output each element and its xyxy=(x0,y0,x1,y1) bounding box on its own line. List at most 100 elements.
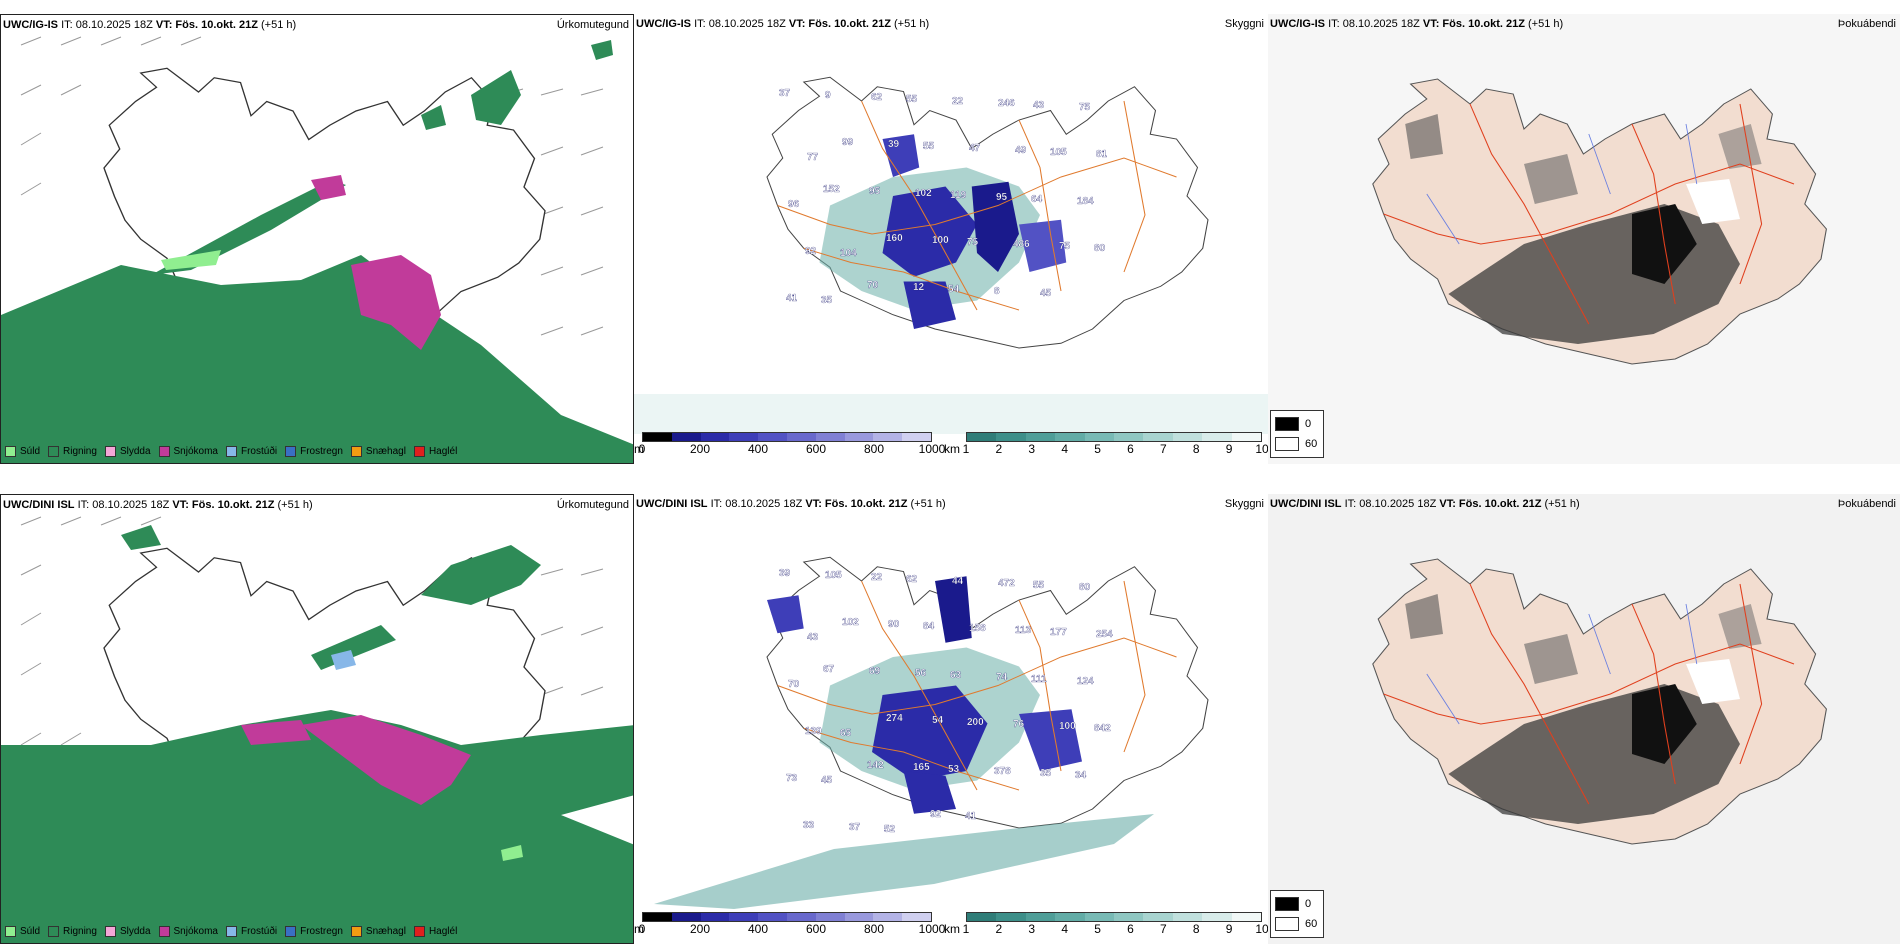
colorbar-tick-label: 8 xyxy=(1192,442,1200,456)
colorbar-segment xyxy=(700,913,730,921)
cloud-base-value: 139 xyxy=(805,726,822,737)
cloud-base-value: 39 xyxy=(888,139,900,150)
colorbar-segment xyxy=(729,913,759,921)
cloud-base-value: 55 xyxy=(906,94,918,105)
cloud-base-colorbar-top: m 0 200 400 600 800 1000 xyxy=(634,432,945,462)
cloud-base-value: 34 xyxy=(1075,770,1087,781)
visibility-colorbar-bottom: km 1 2 3 4 5 6 7 8 9 10 xyxy=(944,912,1268,942)
cloud-base-value: 35 xyxy=(821,295,833,306)
cloud-base-value: 9 xyxy=(825,90,831,101)
colorbar-tick-label: 5 xyxy=(1094,442,1101,456)
colorbar-segment xyxy=(1172,913,1203,921)
colorbar-tick-label: 800 xyxy=(863,442,885,456)
cloud-base-value: 54 xyxy=(932,715,944,726)
colorbar-segment xyxy=(967,433,997,441)
colorbar-tick-label: 4 xyxy=(1061,442,1068,456)
colorbar-tick-label: 0 xyxy=(638,442,646,456)
colorbar-segment xyxy=(1202,433,1232,441)
cloud-base-value: 472 xyxy=(998,578,1015,589)
cloud-base-value: 45 xyxy=(1040,288,1052,299)
cloud-base-value: 75 xyxy=(967,237,979,248)
cloud-base-value: 842 xyxy=(1094,723,1111,734)
cloud-base-value: 44 xyxy=(952,576,964,587)
cloud-base-value: 246 xyxy=(998,98,1015,109)
colorbar-tick-label: 5 xyxy=(1094,922,1101,936)
colorbar-segment xyxy=(996,913,1026,921)
legend-item-snaehagl: Snæhagl xyxy=(350,446,406,457)
cloud-base-value: 113 xyxy=(1015,625,1032,636)
colorbar-segment xyxy=(786,433,816,441)
colorbar-tick-label: 0 xyxy=(638,922,646,936)
cloud-base-value: 80 xyxy=(1079,582,1091,593)
colorbar-tick-label: 1000 xyxy=(918,442,946,456)
cloud-panel-bottom: 39 105 22 62 44 472 55 80 43 102 90 84 158 113 177 254 7… xyxy=(634,494,1268,944)
cloud-base-value: 70 xyxy=(867,280,879,291)
precip-header-top: UWC/IG-IS IT: 08.10.2025 18Z VT: Fös. 10… xyxy=(3,19,297,31)
colorbar-tick-label: 400 xyxy=(747,442,769,456)
fog-header-top: UWC/IG-IS IT: 08.10.2025 18Z VT: Fös. 10… xyxy=(1270,18,1564,30)
legend-item-haglel: Haglél xyxy=(413,926,457,937)
colorbar-tick-label: 3 xyxy=(1028,442,1036,456)
colorbar-tick-label: 800 xyxy=(863,922,885,936)
cloud-base-value: 56 xyxy=(915,668,927,679)
precip-panel-top: UWC/IG-IS IT: 08.10.2025 18Z VT: Fös. 10… xyxy=(0,14,634,464)
legend-item-slydda: Slydda xyxy=(104,446,151,457)
cloud-base-value: 105 xyxy=(1050,147,1067,158)
cloud-base-value: 65 xyxy=(840,728,852,739)
cloud-base-value: 378 xyxy=(994,766,1011,777)
fog-map-top xyxy=(1268,14,1900,464)
cloud-base-value: 92 xyxy=(805,246,817,257)
colorbar-segment xyxy=(815,433,845,441)
legend-item-suld: Súld xyxy=(5,446,40,457)
colorbar-segment xyxy=(844,913,874,921)
legend-item-frostregn: Frostregn xyxy=(285,446,343,457)
colorbar-segment xyxy=(758,913,787,921)
cloud-base-value: 80 xyxy=(1094,243,1106,254)
cloud-base-value: 200 xyxy=(967,717,984,728)
cloud-base-value: 142 xyxy=(867,760,884,771)
colorbar-segment xyxy=(1055,433,1085,441)
cloud-base-value: 67 xyxy=(823,664,835,675)
precip-map-top xyxy=(1,36,633,463)
colorbar-segment xyxy=(1202,913,1232,921)
cloud-base-value: 486 xyxy=(1013,239,1030,250)
cloud-base-value: 75 xyxy=(1059,241,1071,252)
colorbar-tick-label: 3 xyxy=(1028,922,1036,936)
cloud-base-value: 104 xyxy=(840,248,857,259)
cloud-labels-top: 37 9 62 55 22 246 43 75 77 99 39 55 47 49 105 81 96 152 95… xyxy=(779,88,1108,306)
colorbar-segment xyxy=(1114,433,1144,441)
precip-header-bottom: UWC/DINI ISL IT: 08.10.2025 18Z VT: Fös.… xyxy=(3,499,313,511)
cloud-base-value: 45 xyxy=(821,775,833,786)
legend-item-rigning: Rigning xyxy=(48,926,97,937)
legend-item-haglel: Haglél xyxy=(413,446,457,457)
colorbar-segment xyxy=(1172,433,1203,441)
cloud-map-top xyxy=(634,76,1268,434)
cloud-title-top: Skyggni xyxy=(1224,18,1264,30)
colorbar-segment xyxy=(815,913,845,921)
colorbar-tick-label: 10 xyxy=(1255,922,1268,936)
colorbar-segment xyxy=(844,433,874,441)
cloud-base-value: 37 xyxy=(849,822,861,833)
cloud-labels-bottom: 39 105 22 62 44 472 55 80 43 102 90 84 158 113 177 254 7… xyxy=(779,568,1113,835)
cloud-base-value: 12 xyxy=(913,282,925,293)
cloud-base-value: 100 xyxy=(932,235,949,246)
colorbar-segment xyxy=(729,433,759,441)
cloud-base-value: 49 xyxy=(1015,145,1027,156)
colorbar-segment xyxy=(902,913,931,921)
legend-item-slydda: Slydda xyxy=(104,926,151,937)
cloud-base-value: 119 xyxy=(950,190,967,201)
cloud-base-value: 22 xyxy=(871,572,883,583)
legend-item-snjokoma: Snjókoma xyxy=(158,926,218,937)
colorbar-segment xyxy=(758,433,787,441)
precip-title-top: Úrkomutegund xyxy=(556,19,629,31)
cloud-base-value: 152 xyxy=(823,184,840,195)
colorbar-tick-label: 4 xyxy=(1061,922,1068,936)
colorbar-tick-label: 600 xyxy=(805,442,827,456)
colorbar-tick-label: 600 xyxy=(805,922,827,936)
colorbar-segment xyxy=(1231,913,1262,921)
colorbar-tick-label: 9 xyxy=(1225,442,1233,456)
cloud-base-value: 84 xyxy=(923,621,935,632)
colorbar-tick-label: 2 xyxy=(995,922,1003,936)
cloud-base-value: 102 xyxy=(842,617,859,628)
legend-item-suld: Súld xyxy=(5,926,40,937)
